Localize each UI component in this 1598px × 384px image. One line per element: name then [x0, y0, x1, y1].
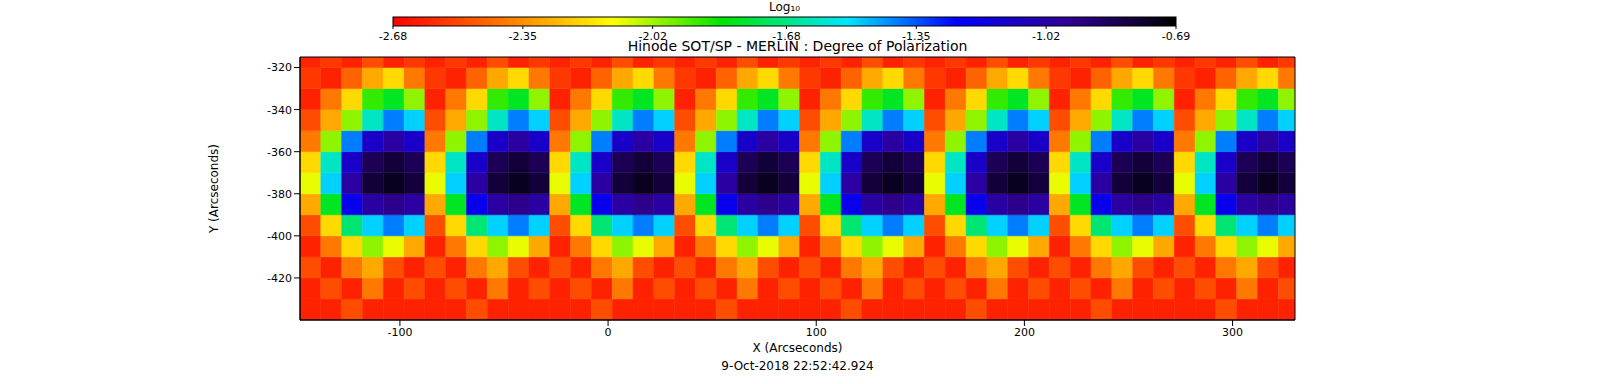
svg-text:-320: -320 [267, 61, 292, 74]
svg-text:-400: -400 [267, 230, 292, 243]
svg-text:-100: -100 [387, 326, 412, 339]
svg-text:9-Oct-2018 22:52:42.924: 9-Oct-2018 22:52:42.924 [721, 359, 873, 373]
svg-text:-1.68: -1.68 [772, 30, 801, 43]
svg-text:Y (Arcseconds): Y (Arcseconds) [207, 144, 221, 234]
svg-text:-360: -360 [267, 146, 292, 159]
svg-text:-2.02: -2.02 [638, 30, 667, 43]
svg-text:-1.02: -1.02 [1032, 30, 1060, 43]
svg-text:-2.35: -2.35 [509, 30, 537, 43]
svg-text:-420: -420 [267, 272, 292, 285]
svg-text:-380: -380 [267, 188, 292, 201]
svg-text:200: 200 [1014, 326, 1035, 339]
svg-text:Log₁₀: Log₁₀ [769, 0, 800, 14]
svg-text:-340: -340 [267, 104, 292, 117]
svg-text:-2.68: -2.68 [379, 30, 407, 43]
svg-text:300: 300 [1222, 326, 1243, 339]
svg-text:Hinode SOT/SP - MERLIN : Degre: Hinode SOT/SP - MERLIN : Degree of Polar… [628, 38, 968, 54]
svg-text:-0.69: -0.69 [1162, 30, 1190, 43]
svg-text:0: 0 [605, 326, 612, 339]
svg-text:100: 100 [806, 326, 827, 339]
svg-text:-1.35: -1.35 [902, 30, 931, 43]
svg-text:X (Arcseconds): X (Arcseconds) [753, 341, 843, 355]
